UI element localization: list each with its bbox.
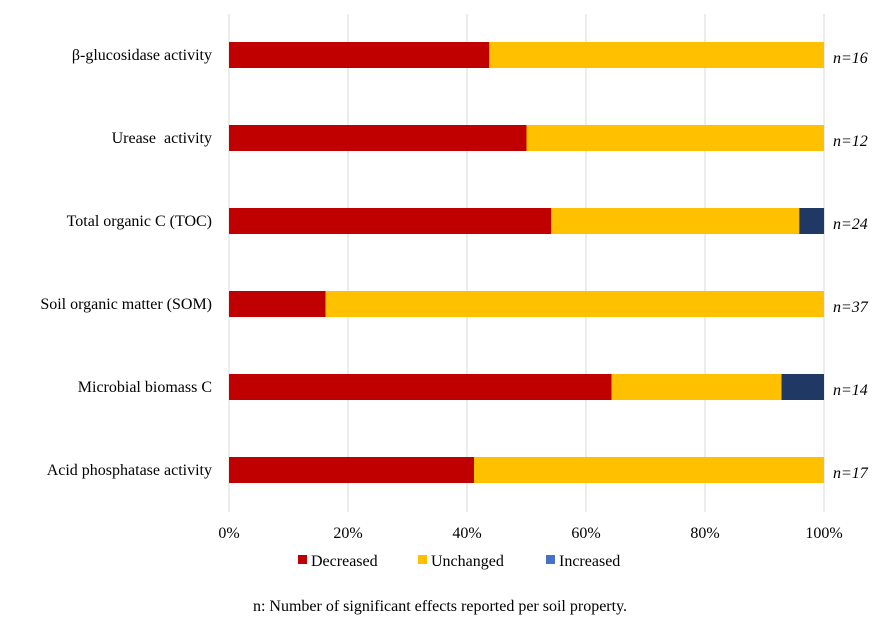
legend: Decreased Unchanged Increased: [298, 553, 620, 570]
legend-label: Increased: [559, 553, 620, 570]
bar-segment-decreased: [229, 291, 326, 317]
category-label: Soil organic matter (SOM): [40, 296, 212, 313]
n-label: n=37: [833, 299, 869, 316]
n-label: n=14: [833, 382, 868, 399]
category-label: Microbial biomass C: [78, 379, 212, 396]
category-label: β-glucosidase activity: [72, 47, 212, 64]
n-label: n=24: [833, 216, 868, 233]
bar-segment-unchanged: [526, 125, 824, 151]
bars: [229, 42, 825, 483]
legend-swatch: [298, 555, 307, 564]
bar-segment-decreased: [229, 125, 527, 151]
bar-segment-unchanged: [474, 457, 824, 483]
bar-segment-decreased: [229, 42, 490, 68]
bar-segment-decreased: [229, 208, 552, 234]
x-tick-label: 60%: [571, 525, 600, 542]
category-label: Acid phosphatase activity: [47, 462, 212, 479]
legend-swatch: [418, 555, 427, 564]
bar-segment-unchanged: [325, 291, 824, 317]
bar-segment-increased: [799, 208, 825, 234]
n-label: n=16: [833, 50, 868, 67]
x-tick-label: 0%: [218, 525, 239, 542]
n-label: n=17: [833, 465, 869, 482]
legend-label: Decreased: [311, 553, 378, 570]
x-tick-label: 20%: [333, 525, 362, 542]
x-tick-label: 100%: [805, 525, 842, 542]
legend-swatch: [546, 555, 555, 564]
bar-segment-unchanged: [489, 42, 824, 68]
bar-segment-unchanged: [551, 208, 800, 234]
bar-segment-decreased: [229, 457, 475, 483]
bar-segment-decreased: [229, 374, 612, 400]
x-tick-label: 80%: [690, 525, 719, 542]
n-label: n=12: [833, 133, 868, 150]
legend-label: Unchanged: [431, 553, 504, 570]
x-axis-tick-labels: 0% 20% 40% 60% 80% 100%: [218, 525, 842, 542]
bar-segment-unchanged: [611, 374, 782, 400]
gridlines: [228, 14, 825, 512]
category-label: Total organic C (TOC): [67, 213, 212, 230]
x-tick-label: 40%: [452, 525, 481, 542]
category-label: Urease activity: [112, 130, 212, 147]
category-labels: β-glucosidase activity Urease activity Tot…: [40, 47, 212, 479]
bar-segment-increased: [781, 374, 824, 400]
caption: n: Number of significant effects reporte…: [253, 598, 627, 615]
n-labels: n=16 n=12 n=24 n=37 n=14 n=17: [833, 50, 869, 482]
